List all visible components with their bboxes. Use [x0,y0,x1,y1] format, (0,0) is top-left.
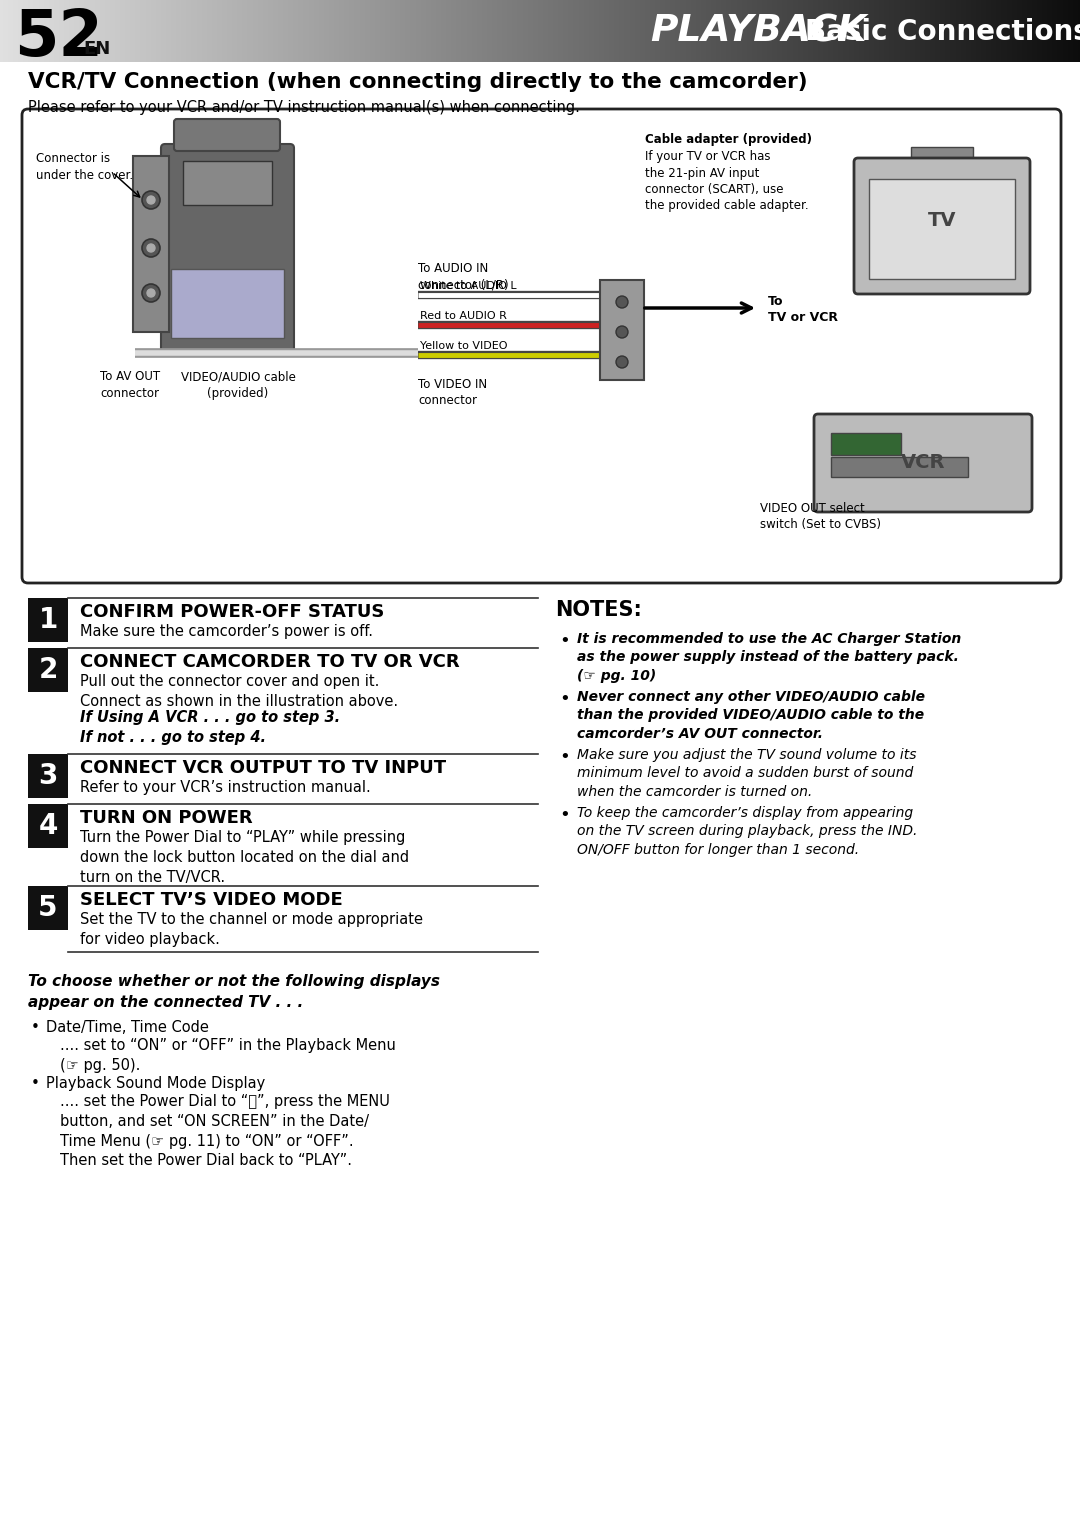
Text: SELECT TV’S VIDEO MODE: SELECT TV’S VIDEO MODE [80,891,342,909]
Text: If your TV or VCR has
the 21-pin AV input
connector (SCART), use
the provided ca: If your TV or VCR has the 21-pin AV inpu… [645,150,809,213]
FancyBboxPatch shape [174,120,280,150]
FancyBboxPatch shape [22,109,1061,583]
FancyBboxPatch shape [854,158,1030,294]
Text: VCR/TV Connection (when connecting directly to the camcorder): VCR/TV Connection (when connecting direc… [28,72,808,92]
Text: Playback Sound Mode Display: Playback Sound Mode Display [46,1076,266,1091]
Circle shape [141,284,160,302]
Text: VCR: VCR [901,454,945,472]
FancyBboxPatch shape [171,268,284,337]
Text: 1: 1 [39,606,57,635]
Text: CONNECT VCR OUTPUT TO TV INPUT: CONNECT VCR OUTPUT TO TV INPUT [80,759,446,777]
FancyBboxPatch shape [814,414,1032,512]
Text: •: • [559,806,570,825]
Text: TURN ON POWER: TURN ON POWER [80,809,253,826]
Text: VIDEO/AUDIO cable
(provided): VIDEO/AUDIO cable (provided) [180,369,296,400]
Text: Please refer to your VCR and/or TV instruction manual(s) when connecting.: Please refer to your VCR and/or TV instr… [28,100,580,115]
Text: •: • [559,690,570,708]
Text: 2: 2 [38,656,57,684]
Circle shape [147,290,156,297]
Text: NOTES:: NOTES: [555,599,642,619]
Circle shape [141,192,160,208]
Bar [28,754,68,799]
Text: 3: 3 [38,762,57,789]
Bar [28,803,68,848]
Text: White to AUDIO L: White to AUDIO L [420,281,516,291]
FancyBboxPatch shape [869,179,1015,279]
Text: Pull out the connector cover and open it.
Connect as shown in the illustration a: Pull out the connector cover and open it… [80,675,399,708]
Text: Basic Connections: Basic Connections [805,18,1080,46]
Text: Date/Time, Time Code: Date/Time, Time Code [46,1019,208,1035]
Text: Set the TV to the channel or mode appropriate
for video playback.: Set the TV to the channel or mode approp… [80,912,423,947]
FancyBboxPatch shape [600,281,644,380]
Circle shape [616,327,627,337]
Text: PLAYBACK: PLAYBACK [650,14,866,51]
Bar [28,886,68,931]
Text: 5: 5 [38,894,57,921]
FancyBboxPatch shape [161,144,294,353]
Text: CONFIRM POWER-OFF STATUS: CONFIRM POWER-OFF STATUS [80,602,384,621]
FancyBboxPatch shape [831,432,901,455]
Text: To choose whether or not the following displays
appear on the connected TV . . .: To choose whether or not the following d… [28,973,440,1010]
FancyBboxPatch shape [183,161,272,205]
Text: It is recommended to use the AC Charger Station
as the power supply instead of t: It is recommended to use the AC Charger … [577,632,961,682]
Circle shape [616,296,627,308]
Text: To
TV or VCR: To TV or VCR [768,294,838,323]
Circle shape [147,244,156,251]
Text: TV: TV [928,210,956,230]
Text: To AUDIO IN
connector (L/R): To AUDIO IN connector (L/R) [418,262,509,291]
Circle shape [141,239,160,258]
Text: To AV OUT
connector: To AV OUT connector [100,369,160,400]
Text: To VIDEO IN
connector: To VIDEO IN connector [418,379,487,406]
Text: .... set the Power Dial to “ⓜ”, press the MENU
button, and set “ON SCREEN” in th: .... set the Power Dial to “ⓜ”, press th… [60,1095,390,1168]
Bar [28,598,68,642]
FancyBboxPatch shape [831,457,968,477]
Circle shape [147,196,156,204]
Text: To keep the camcorder’s display from appearing
on the TV screen during playback,: To keep the camcorder’s display from app… [577,806,917,857]
Text: Connector is
under the cover.: Connector is under the cover. [36,152,133,182]
Text: .... set to “ON” or “OFF” in the Playback Menu
(☞ pg. 50).: .... set to “ON” or “OFF” in the Playbac… [60,1038,396,1073]
Text: Never connect any other VIDEO/AUDIO cable
than the provided VIDEO/AUDIO cable to: Never connect any other VIDEO/AUDIO cabl… [577,690,924,740]
Text: CONNECT CAMCORDER TO TV OR VCR: CONNECT CAMCORDER TO TV OR VCR [80,653,460,671]
Text: Refer to your VCR’s instruction manual.: Refer to your VCR’s instruction manual. [80,780,370,796]
Text: VIDEO OUT select
switch (Set to CVBS): VIDEO OUT select switch (Set to CVBS) [760,501,881,530]
Text: Make sure you adjust the TV sound volume to its
minimum level to avoid a sudden : Make sure you adjust the TV sound volume… [577,748,917,799]
Text: •: • [559,632,570,650]
Text: Red to AUDIO R: Red to AUDIO R [420,311,507,320]
Text: •: • [559,748,570,766]
Text: EN: EN [83,40,110,58]
Text: Yellow to VIDEO: Yellow to VIDEO [420,340,508,351]
Circle shape [616,356,627,368]
Text: Make sure the camcorder’s power is off.: Make sure the camcorder’s power is off. [80,624,373,639]
FancyBboxPatch shape [133,156,168,333]
Text: •: • [31,1019,40,1035]
FancyBboxPatch shape [912,147,973,162]
Text: Cable adapter (provided): Cable adapter (provided) [645,133,812,146]
Text: 52: 52 [14,8,103,69]
Text: 4: 4 [38,812,57,840]
Text: If Using A VCR . . . go to step 3.
If not . . . go to step 4.: If Using A VCR . . . go to step 3. If no… [80,710,340,745]
Bar [28,648,68,691]
Text: •: • [31,1076,40,1091]
Text: Turn the Power Dial to “PLAY” while pressing
down the lock button located on the: Turn the Power Dial to “PLAY” while pres… [80,829,409,885]
